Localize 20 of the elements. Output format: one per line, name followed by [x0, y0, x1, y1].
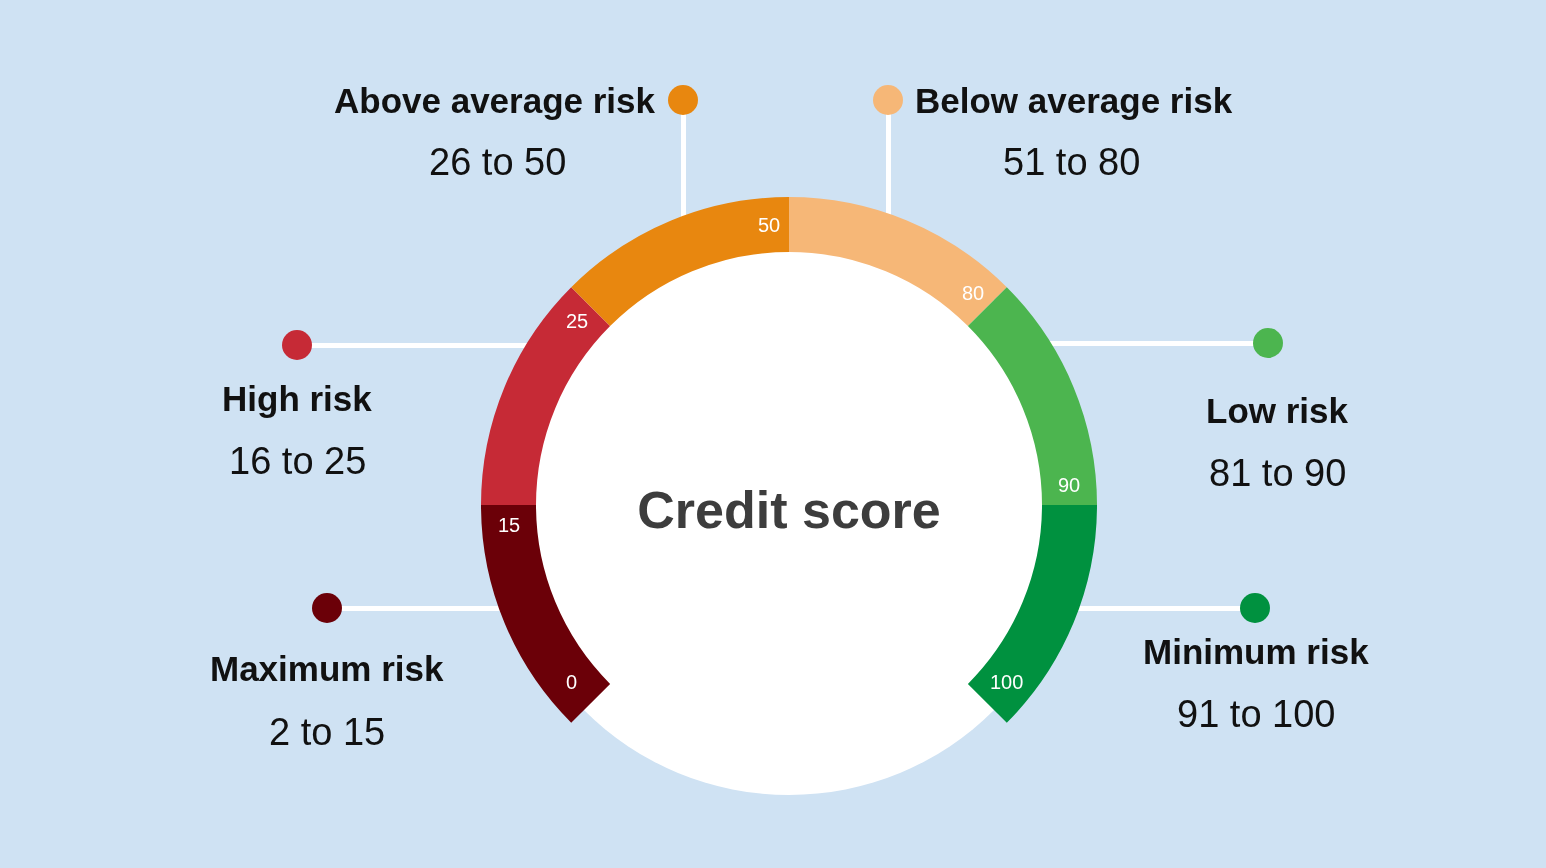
text: 50: [758, 214, 781, 236]
slice-label: Below average risk: [915, 81, 1233, 120]
text: 91 to 100: [1177, 693, 1336, 735]
legend-label: Low risk: [1206, 391, 1349, 430]
text: Credit score: [637, 481, 941, 539]
text: 0: [566, 671, 578, 693]
text: 25: [566, 310, 589, 332]
text: 26 to 50: [429, 141, 567, 183]
text: 100: [990, 671, 1024, 693]
legend-label: Maximum risk: [210, 649, 444, 688]
slice-label: Above average risk: [334, 81, 656, 120]
text: 2 to 15: [269, 711, 386, 753]
legend-label: High risk: [222, 379, 373, 418]
text: 16 to 25: [229, 440, 367, 482]
text: 15: [498, 514, 521, 536]
text: 81 to 90: [1209, 452, 1347, 494]
text: 51 to 80: [1003, 141, 1141, 183]
legend-label: Minimum risk: [1143, 632, 1370, 671]
text: 90: [1058, 474, 1081, 496]
text: 80: [962, 282, 985, 304]
